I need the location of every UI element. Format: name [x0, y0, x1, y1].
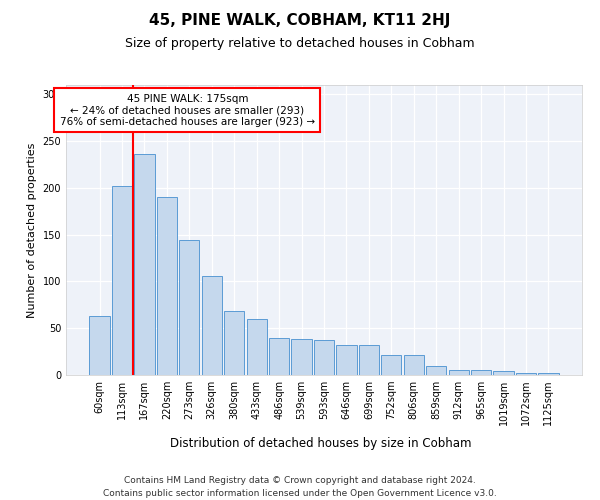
Bar	[471, 370, 491, 375]
Bar	[449, 370, 469, 375]
Bar	[516, 373, 536, 375]
Bar	[134, 154, 155, 375]
Bar	[202, 276, 222, 375]
Bar	[493, 372, 514, 375]
Bar	[157, 198, 177, 375]
Bar	[224, 312, 244, 375]
Text: 45 PINE WALK: 175sqm
← 24% of detached houses are smaller (293)
76% of semi-deta: 45 PINE WALK: 175sqm ← 24% of detached h…	[59, 94, 315, 127]
Text: Contains public sector information licensed under the Open Government Licence v3: Contains public sector information licen…	[103, 489, 497, 498]
Bar	[337, 345, 356, 375]
Text: Distribution of detached houses by size in Cobham: Distribution of detached houses by size …	[170, 438, 472, 450]
Text: 45, PINE WALK, COBHAM, KT11 2HJ: 45, PINE WALK, COBHAM, KT11 2HJ	[149, 12, 451, 28]
Bar	[89, 316, 110, 375]
Bar	[359, 345, 379, 375]
Bar	[292, 340, 311, 375]
Bar	[538, 373, 559, 375]
Bar	[426, 366, 446, 375]
Bar	[404, 356, 424, 375]
Bar	[247, 319, 267, 375]
Bar	[179, 240, 199, 375]
Text: Contains HM Land Registry data © Crown copyright and database right 2024.: Contains HM Land Registry data © Crown c…	[124, 476, 476, 485]
Text: Size of property relative to detached houses in Cobham: Size of property relative to detached ho…	[125, 38, 475, 51]
Bar	[314, 340, 334, 375]
Bar	[381, 356, 401, 375]
Y-axis label: Number of detached properties: Number of detached properties	[27, 142, 37, 318]
Bar	[112, 186, 132, 375]
Bar	[269, 338, 289, 375]
